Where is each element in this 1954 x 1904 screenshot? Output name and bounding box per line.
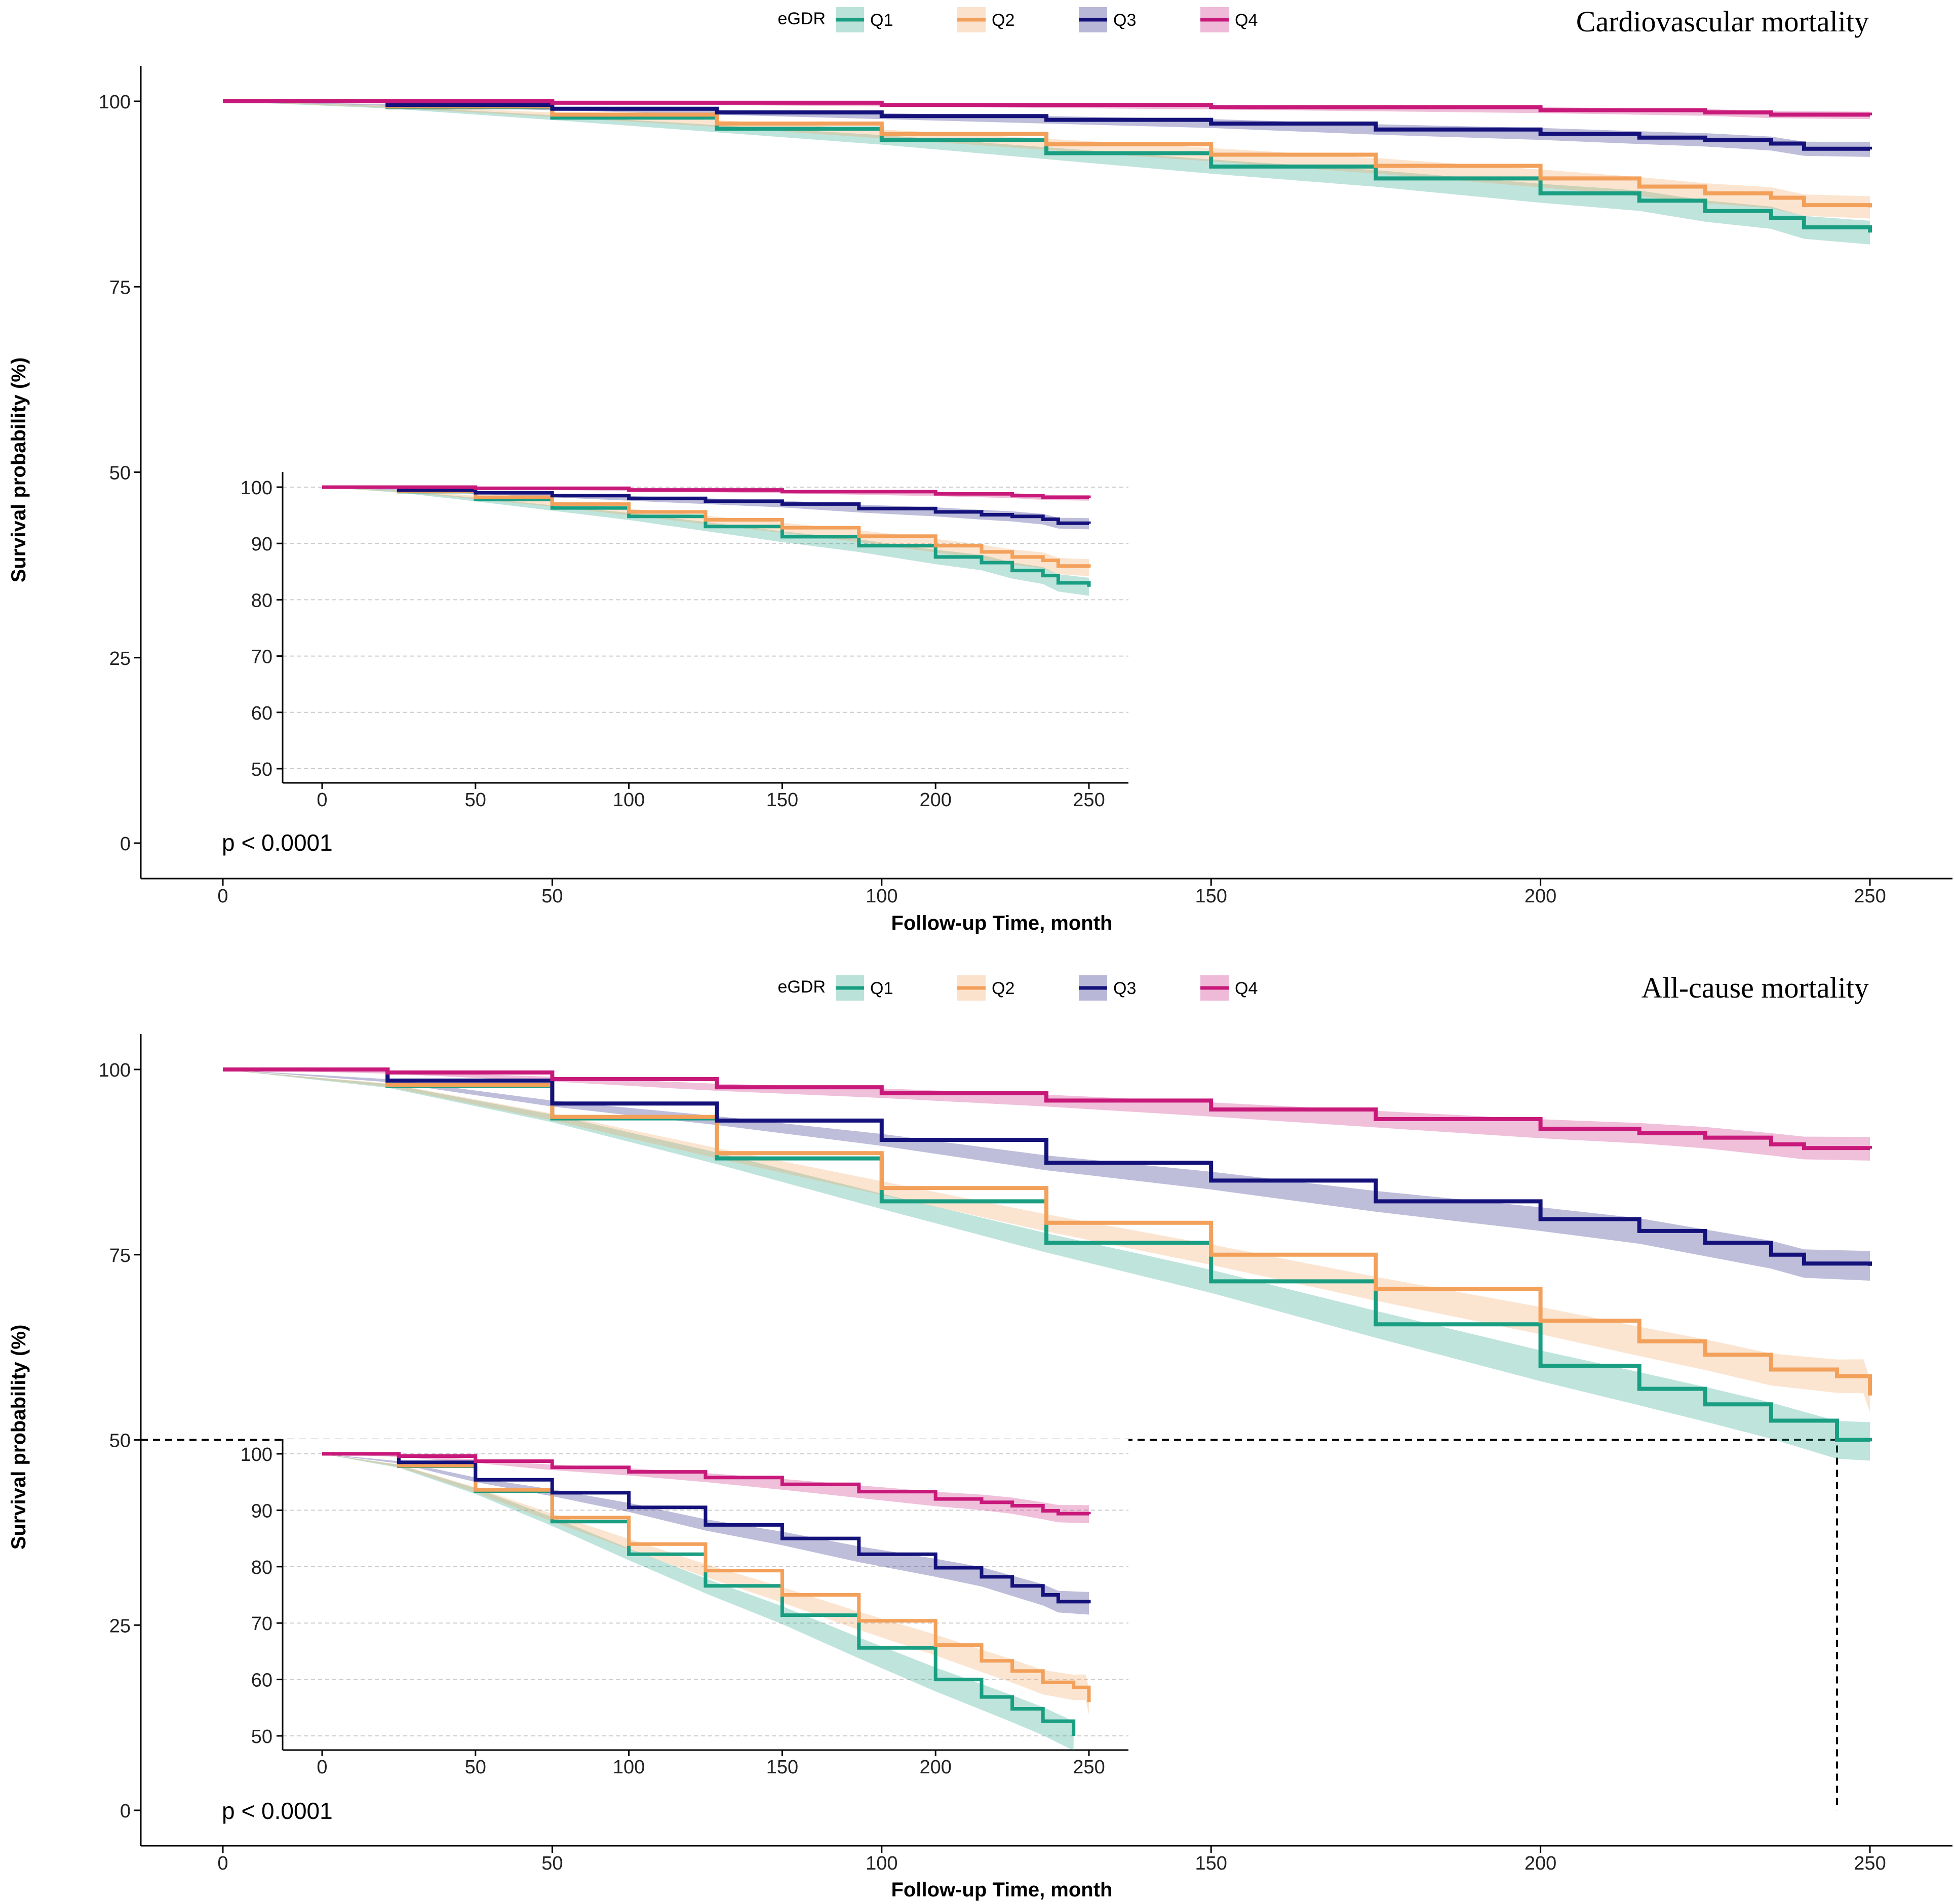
inset-x-tick-label: 150 bbox=[766, 789, 798, 811]
inset-y-tick-label: 90 bbox=[251, 1500, 272, 1522]
inset-y-tick-label: 100 bbox=[241, 1444, 272, 1465]
inset-x-tick-label: 100 bbox=[613, 789, 645, 811]
inset-y-tick-label: 60 bbox=[251, 703, 272, 724]
series-group bbox=[223, 99, 1872, 245]
series-line-q4 bbox=[223, 1067, 1872, 1151]
y-tick-label: 25 bbox=[109, 648, 131, 669]
y-tick-label: 50 bbox=[109, 463, 131, 484]
inset-y-tick-label: 80 bbox=[251, 590, 272, 611]
p-value-annotation: p < 0.0001 bbox=[222, 829, 333, 856]
y-tick-label: 75 bbox=[109, 277, 131, 298]
inset-series-line-q4 bbox=[322, 1452, 1091, 1516]
inset-x-tick-label: 250 bbox=[1073, 789, 1105, 811]
p-value-annotation: p < 0.0001 bbox=[222, 1798, 333, 1824]
x-axis-label: Follow-up Time, month bbox=[891, 912, 1113, 934]
y-axis-label: Survival probability (%) bbox=[8, 1325, 30, 1550]
x-tick-label: 150 bbox=[1195, 886, 1227, 907]
y-tick-label: 100 bbox=[99, 92, 131, 113]
y-tick-label: 50 bbox=[109, 1431, 131, 1452]
inset-series-line-q4 bbox=[322, 485, 1091, 499]
x-tick-label: 200 bbox=[1525, 886, 1556, 907]
x-tick-label: 100 bbox=[866, 886, 897, 907]
series-line-q3 bbox=[223, 1067, 1872, 1266]
inset-x-tick-label: 50 bbox=[465, 1757, 486, 1778]
legend-title: eGDR bbox=[778, 9, 826, 28]
inset-x-tick-label: 0 bbox=[317, 1757, 327, 1778]
series-line-q2 bbox=[223, 99, 1872, 208]
inset-series-line-q3 bbox=[322, 1452, 1091, 1604]
inset-y-tick-label: 70 bbox=[251, 647, 272, 668]
series-line-q3 bbox=[223, 99, 1872, 151]
legend: eGDR Q1 Q2 Q3 Q4 bbox=[778, 975, 1258, 1001]
x-tick-label: 0 bbox=[217, 1853, 228, 1874]
legend-label-q2: Q2 bbox=[992, 979, 1014, 998]
inset-y-tick-label: 100 bbox=[241, 478, 272, 499]
inset-y-tick-label: 80 bbox=[251, 1557, 272, 1578]
y-tick-label: 75 bbox=[109, 1245, 131, 1266]
chart-title: Cardiovascular mortality bbox=[1576, 5, 1869, 38]
legend-label-q4: Q4 bbox=[1235, 979, 1258, 998]
chart-title: All-cause mortality bbox=[1642, 971, 1869, 1004]
legend-title: eGDR bbox=[778, 977, 826, 997]
inset-y-tick-label: 60 bbox=[251, 1670, 272, 1691]
x-axis-label: Follow-up Time, month bbox=[891, 1879, 1113, 1901]
inset-x-tick-label: 250 bbox=[1073, 1757, 1105, 1778]
x-tick-label: 50 bbox=[541, 886, 563, 907]
series-group bbox=[223, 1067, 1872, 1461]
legend-label-q4: Q4 bbox=[1235, 11, 1258, 30]
inset-x-tick-label: 200 bbox=[919, 789, 951, 811]
legend-label-q1: Q1 bbox=[870, 11, 893, 30]
y-tick-label: 100 bbox=[99, 1060, 131, 1081]
inset-x-tick-label: 100 bbox=[613, 1757, 645, 1778]
legend-label-q2: Q2 bbox=[992, 11, 1014, 30]
inset-series-line-q3 bbox=[322, 485, 1091, 525]
legend-label-q1: Q1 bbox=[870, 979, 893, 998]
inset-x-tick-label: 150 bbox=[766, 1757, 798, 1778]
y-tick-label: 25 bbox=[109, 1615, 131, 1637]
inset-y-tick-label: 50 bbox=[251, 1726, 272, 1748]
inset-x-tick-label: 50 bbox=[465, 789, 486, 811]
panel-all-cause-mortality: All-cause mortality eGDR Q1 Q2 Q3 Q4 0 25 50 75 10… bbox=[8, 971, 1952, 1901]
series-line-q2 bbox=[223, 1067, 1872, 1396]
inset-y-tick-label: 70 bbox=[251, 1613, 272, 1635]
inset-y-tick-label: 50 bbox=[251, 759, 272, 780]
inset-series-line-q2 bbox=[322, 485, 1091, 568]
y-axis-label: Survival probability (%) bbox=[8, 358, 30, 583]
inset-x-tick-label: 200 bbox=[919, 1757, 951, 1778]
y-tick-label: 0 bbox=[120, 1801, 131, 1822]
x-tick-label: 100 bbox=[866, 1853, 897, 1874]
x-tick-label: 0 bbox=[217, 886, 228, 907]
inset-series-line-q2 bbox=[322, 1452, 1091, 1702]
legend-label-q3: Q3 bbox=[1113, 11, 1136, 30]
series-line-q4 bbox=[223, 99, 1872, 117]
legend: eGDR Q1 Q2 Q3 Q4 bbox=[778, 7, 1258, 32]
inset-plot: 50 60 70 80 90 100 0 50 100 150 200 250 bbox=[241, 1439, 1128, 1778]
x-tick-label: 250 bbox=[1854, 1853, 1886, 1874]
x-tick-label: 250 bbox=[1854, 886, 1886, 907]
ci-band-q1 bbox=[223, 1069, 1870, 1461]
x-tick-label: 50 bbox=[541, 1853, 563, 1874]
legend-label-q3: Q3 bbox=[1113, 979, 1136, 998]
x-tick-label: 150 bbox=[1195, 1853, 1227, 1874]
inset-plot: 50 60 70 80 90 100 0 50 100 150 200 250 bbox=[241, 472, 1128, 811]
panel-cardiovascular-mortality: Cardiovascular mortality eGDR Q1 Q2 Q3 Q4 0 25 5… bbox=[8, 5, 1952, 934]
y-tick-label: 0 bbox=[120, 834, 131, 855]
x-tick-label: 200 bbox=[1525, 1853, 1556, 1874]
inset-x-tick-label: 0 bbox=[317, 789, 327, 811]
inset-y-tick-label: 90 bbox=[251, 534, 272, 555]
